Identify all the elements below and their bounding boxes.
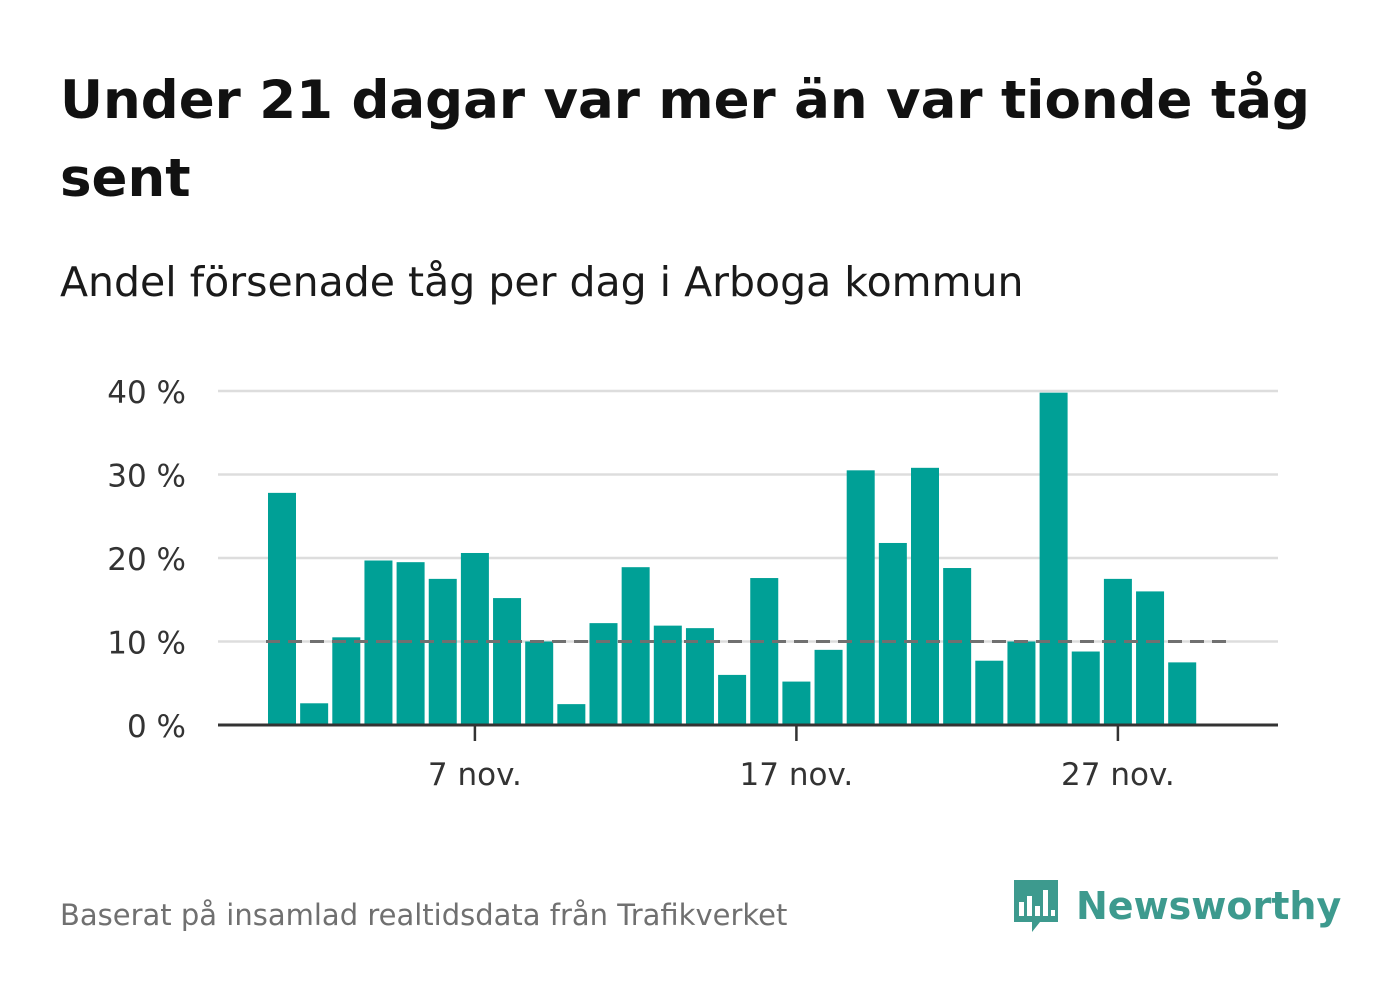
y-tick-label: 40 % xyxy=(107,375,186,411)
bar xyxy=(1168,662,1197,725)
y-tick-label: 10 % xyxy=(107,626,186,662)
bar xyxy=(750,578,779,725)
grid-lines xyxy=(218,389,1278,643)
chart-subtitle: Andel försenade tåg per dag i Arboga kom… xyxy=(60,258,1024,306)
bar xyxy=(1136,591,1165,725)
newsworthy-logo-icon xyxy=(1014,880,1058,932)
bar xyxy=(814,649,843,725)
bar xyxy=(428,578,457,725)
brand-logo: Newsworthy xyxy=(1010,876,1341,936)
y-tick-label: 30 % xyxy=(107,459,186,495)
bar xyxy=(332,637,361,725)
x-tick-label: 27 nov. xyxy=(1061,757,1175,793)
chart-title: Under 21 dagar var mer än var tionde tåg… xyxy=(60,70,1310,209)
bar xyxy=(782,681,811,725)
bar xyxy=(846,470,875,725)
bar xyxy=(268,492,296,725)
bar xyxy=(493,598,522,725)
bar xyxy=(685,628,714,725)
bar xyxy=(589,623,618,725)
source-note: Baserat på insamlad realtidsdata från Tr… xyxy=(60,898,788,932)
x-axis-ticks: 7 nov. 17 nov. 27 nov. xyxy=(428,725,1175,793)
bar-series xyxy=(268,392,1197,725)
y-tick-label: 20 % xyxy=(107,542,186,578)
y-axis-ticks: 0 % 10 % 20 % 30 % 40 % xyxy=(107,375,186,745)
brand-name: Newsworthy xyxy=(1076,884,1342,928)
x-tick-label: 17 nov. xyxy=(740,757,854,793)
bar xyxy=(1007,641,1036,725)
bar xyxy=(525,641,554,725)
bar xyxy=(460,552,489,725)
bar xyxy=(1039,392,1068,725)
bar xyxy=(878,542,907,725)
bar xyxy=(1103,578,1132,725)
y-tick-label: 0 % xyxy=(127,709,186,745)
bar-chart: 0 % 10 % 20 % 30 % 40 % 7 nov. 17 nov. 27 nov. xyxy=(107,375,1278,793)
bar xyxy=(396,562,425,725)
bar xyxy=(943,568,972,725)
bar xyxy=(557,704,586,725)
bar xyxy=(975,660,1004,725)
bar xyxy=(718,674,747,725)
bar xyxy=(621,567,650,725)
bar xyxy=(911,467,939,725)
x-tick-label: 7 nov. xyxy=(428,757,522,793)
bar xyxy=(300,703,329,725)
bar xyxy=(1071,651,1100,725)
